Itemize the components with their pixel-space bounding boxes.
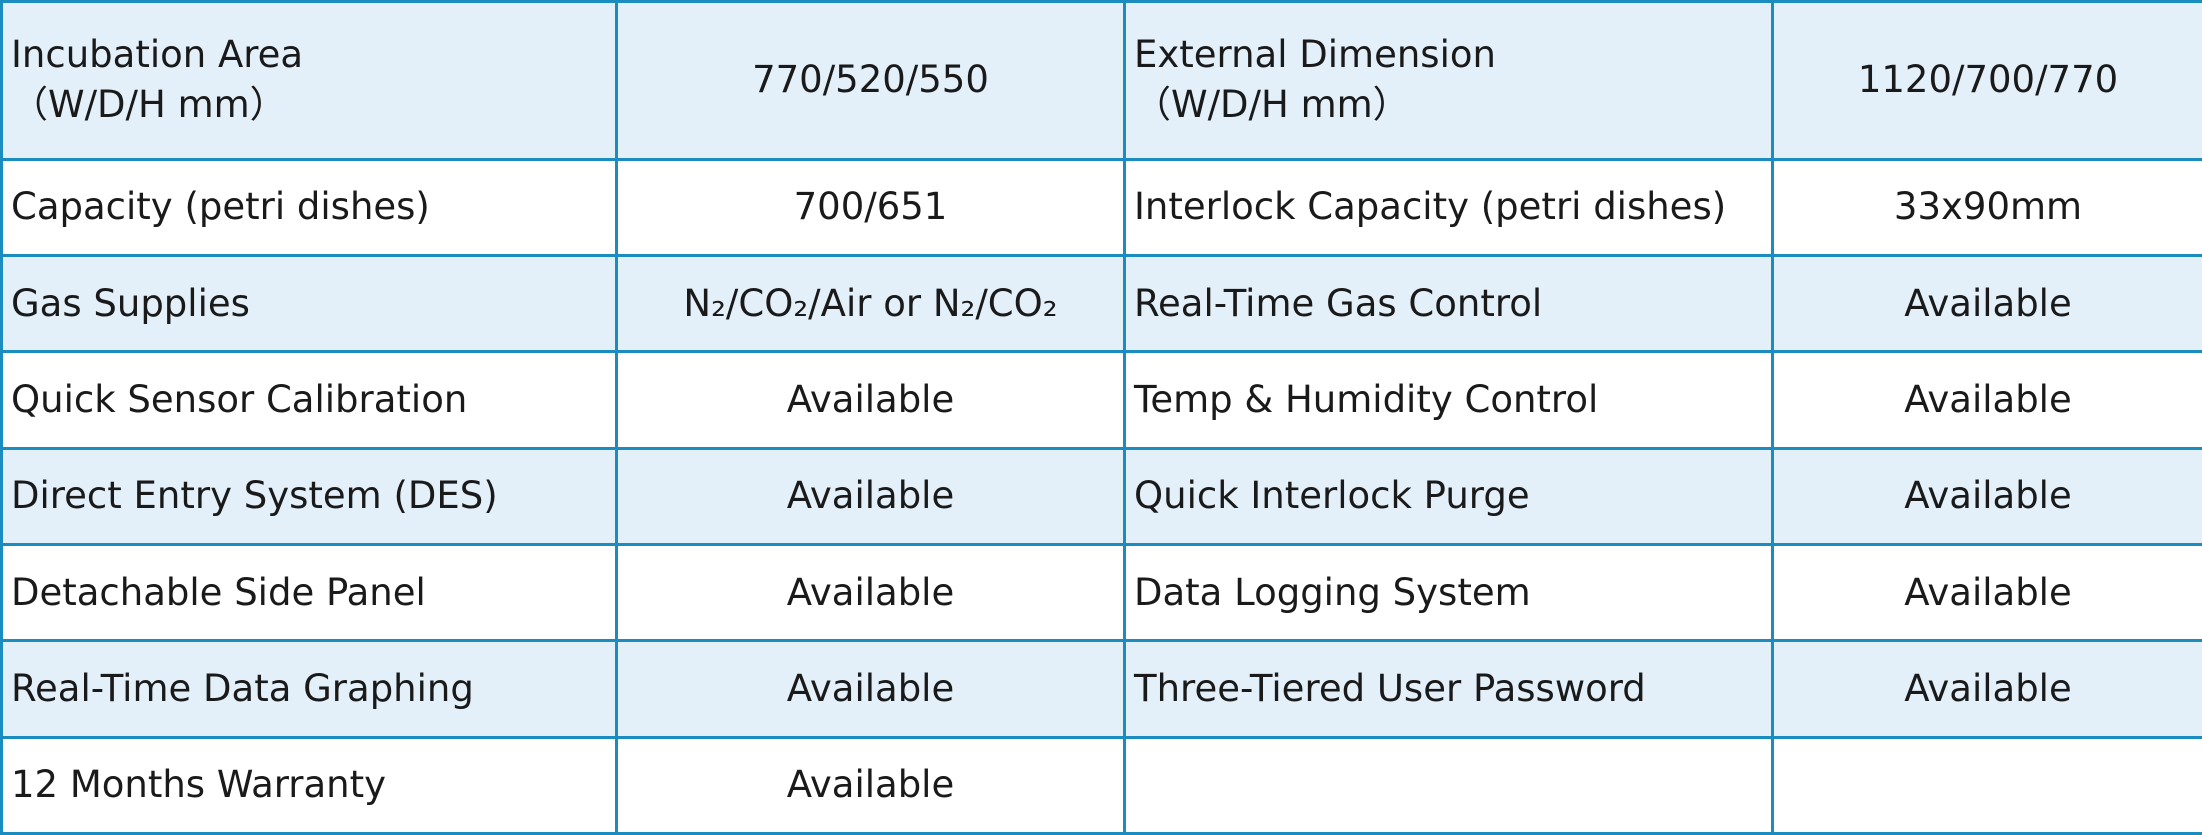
right-value-cell-text: Available	[1904, 474, 2072, 518]
left-value-cell-text: 770/520/550	[752, 58, 989, 102]
table-row: Capacity (petri dishes) 700/651 Interlock …	[0, 157, 2202, 257]
right-label-cell: External Dimension （W/D/H mm）	[1123, 0, 1774, 161]
left-label-cell-text: Capacity (petri dishes)	[11, 185, 430, 229]
right-value-cell: Available	[1771, 542, 2202, 643]
left-value-cell-text: Available	[786, 570, 955, 614]
left-label-cell-text: 12 Months Warranty	[11, 763, 387, 807]
left-label-cell: 12 Months Warranty	[0, 735, 618, 835]
right-label-cell-text: Real-Time Gas Control	[1134, 281, 1543, 325]
left-value-cell: N₂/CO₂/Air or N₂/CO₂	[615, 253, 1126, 354]
table-row: Detachable Side Panel Available Data Loggi…	[0, 542, 2202, 643]
right-value-cell-text: Available	[1904, 570, 2072, 614]
table-row: 12 Months Warranty Available	[0, 735, 2202, 835]
right-label-cell: Real-Time Gas Control	[1123, 253, 1774, 354]
right-label-cell: Three-Tiered User Password	[1123, 639, 1774, 739]
right-value-cell: Available	[1771, 253, 2202, 354]
right-value-cell: Available	[1771, 639, 2202, 739]
right-value-cell-text: Available	[1904, 666, 2072, 710]
left-label-cell: Capacity (petri dishes)	[0, 157, 618, 257]
right-value-cell: Available	[1771, 446, 2202, 546]
table-row: Quick Sensor Calibration Available Temp & …	[0, 350, 2202, 450]
left-value-cell: 700/651	[615, 157, 1126, 257]
right-value-cell-text: Available	[1904, 281, 2072, 325]
right-value-cell-text: 33x90mm	[1893, 185, 2083, 229]
left-value-cell: Available	[615, 639, 1126, 739]
right-label-cell-text: Temp & Humidity Control	[1134, 377, 1599, 421]
left-label-cell-text: Detachable Side Panel	[11, 570, 426, 614]
right-value-cell-text: Available	[1904, 377, 2072, 421]
left-label-cell: Detachable Side Panel	[0, 542, 618, 643]
left-value-cell: Available	[615, 446, 1126, 546]
right-value-cell: 33x90mm	[1771, 157, 2202, 257]
left-value-cell-text: Available	[786, 377, 955, 421]
right-value-cell: 1120/700/770	[1771, 0, 2202, 161]
left-label-cell: Gas Supplies	[0, 253, 618, 354]
left-value-cell-text: 700/651	[793, 185, 948, 229]
left-label-cell: Quick Sensor Calibration	[0, 350, 618, 450]
left-label-cell-text: Gas Supplies	[11, 281, 250, 325]
right-label-cell: Data Logging System	[1123, 542, 1774, 643]
left-value-cell: Available	[615, 735, 1126, 835]
left-label-cell-text: Quick Sensor Calibration	[11, 377, 468, 421]
right-value-cell	[1771, 735, 2202, 835]
left-value-cell-text: Available	[786, 763, 955, 807]
right-label-cell: Interlock Capacity (petri dishes)	[1123, 157, 1774, 257]
table-row: Incubation Area （W/D/H mm） 770/520/550 Exte…	[0, 0, 2202, 161]
left-value-cell-text: Available	[786, 474, 955, 518]
left-label-cell-text: Real-Time Data Graphing	[11, 666, 474, 710]
left-value-cell-text: Available	[786, 666, 955, 710]
table-row: Direct Entry System (DES) Available Quick …	[0, 446, 2202, 546]
right-label-cell	[1123, 735, 1774, 835]
left-label-cell: Incubation Area （W/D/H mm）	[0, 0, 618, 161]
left-label-cell-text: （W/D/H mm）	[11, 83, 287, 127]
left-value-cell-text: N₂/CO₂/Air or N₂/CO₂	[683, 281, 1058, 325]
left-label-cell-text: Incubation Area	[11, 33, 304, 77]
right-label-cell-text: Quick Interlock Purge	[1134, 474, 1530, 518]
left-label-cell: Direct Entry System (DES)	[0, 446, 618, 546]
left-value-cell: Available	[615, 542, 1126, 643]
right-value-cell: Available	[1771, 350, 2202, 450]
right-label-cell-text: External Dimension	[1134, 33, 1496, 77]
right-label-cell: Quick Interlock Purge	[1123, 446, 1774, 546]
right-label-cell-text: Three-Tiered User Password	[1134, 666, 1646, 710]
left-value-cell: 770/520/550	[615, 0, 1126, 161]
right-label-cell-text: Data Logging System	[1134, 570, 1531, 614]
right-label-cell: Temp & Humidity Control	[1123, 350, 1774, 450]
left-label-cell-text: Direct Entry System (DES)	[11, 474, 498, 518]
table-row: Gas Supplies N₂/CO₂/Air or N₂/CO₂ Real-Tim…	[0, 253, 2202, 354]
left-value-cell: Available	[615, 350, 1126, 450]
right-value-cell-text: 1120/700/770	[1857, 58, 2119, 102]
table-row: Real-Time Data Graphing Available Three-Ti…	[0, 639, 2202, 739]
right-label-cell-text: （W/D/H mm）	[1134, 83, 1410, 127]
left-label-cell: Real-Time Data Graphing	[0, 639, 618, 739]
right-label-cell-text: Interlock Capacity (petri dishes)	[1134, 185, 1727, 229]
